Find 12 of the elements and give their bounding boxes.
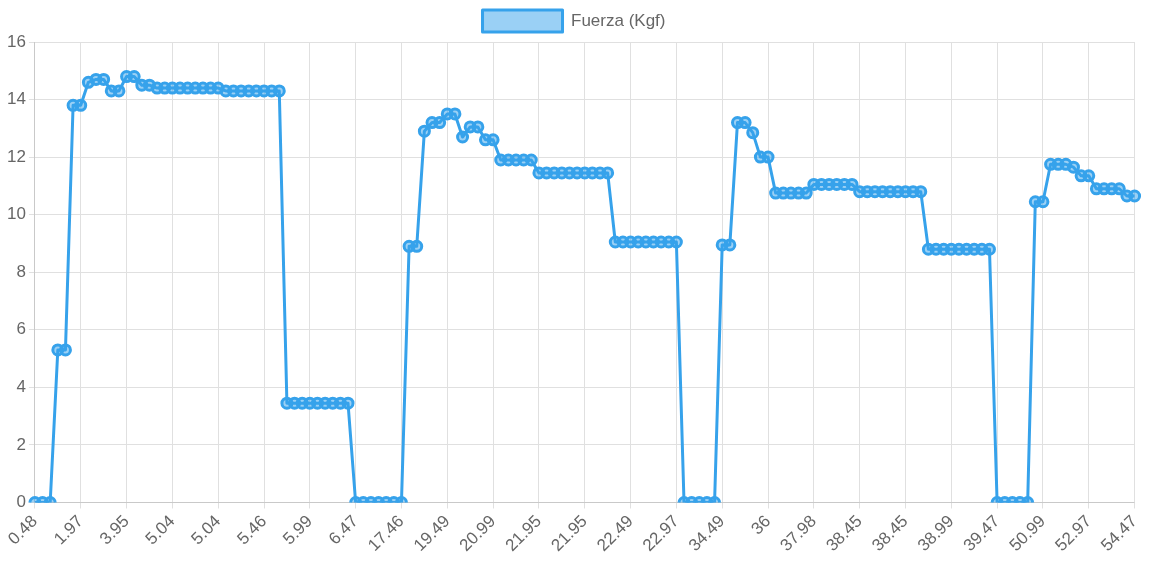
y-tick-label: 14 bbox=[6, 89, 26, 109]
y-tick-label: 4 bbox=[16, 377, 26, 397]
y-tick-label: 8 bbox=[16, 261, 26, 281]
y-tick-label: 12 bbox=[6, 146, 26, 166]
y-tick-label: 6 bbox=[16, 319, 26, 339]
x-tick-label: 5.99 bbox=[279, 511, 316, 549]
x-tick-label: 36 bbox=[747, 511, 775, 539]
y-tick-label: 16 bbox=[6, 31, 26, 51]
y-tick-label: 2 bbox=[16, 434, 26, 454]
y-tick-label: 10 bbox=[6, 204, 26, 224]
y-tick-label: 0 bbox=[16, 492, 26, 512]
legend-label: Fuerza (Kgf) bbox=[571, 10, 666, 30]
